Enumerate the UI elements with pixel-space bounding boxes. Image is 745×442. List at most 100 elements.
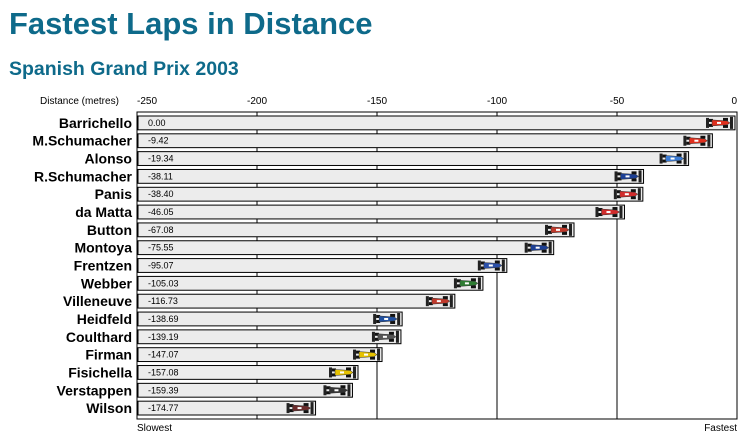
f1-car-icon [286,402,314,415]
bar-row: Panis -38.40 [95,186,644,202]
x-tick-label: -250 [137,96,157,107]
value-label: -38.11 [148,171,173,181]
bar-row: Webber -105.03 [81,275,484,291]
bar [137,168,645,184]
bar-row: Firman -147.07 [85,347,383,363]
driver-label: Heidfeld [77,311,132,327]
driver-label: Fisichella [68,364,132,380]
x-axis-label: Distance (metres) [40,96,119,107]
f1-car-icon [614,170,642,183]
f1-car-icon [524,241,552,254]
driver-label: Button [87,222,132,238]
bar-rows: Barrichello 0.00 M.Schumacher -9.42 Alonso -1… [32,115,736,416]
driver-label: Wilson [86,400,132,416]
f1-car-icon [329,366,357,379]
f1-car-icon [353,348,381,361]
driver-label: Frentzen [74,258,132,274]
f1-car-icon [545,223,573,236]
value-label: -157.08 [148,367,179,377]
value-label: -75.55 [148,243,174,253]
plot-frame [136,111,738,420]
bar-row: R.Schumacher -38.11 [34,168,645,184]
bar-row: Wilson -174.77 [86,400,317,416]
bar-row: Montoya -75.55 [74,240,555,256]
value-label: -9.42 [148,136,169,146]
driver-label: Villeneuve [63,293,132,309]
bar [137,258,508,273]
bar-row: Heidfeld -138.69 [77,311,403,327]
bar-row: Fisichella -157.08 [68,364,359,380]
f1-car-icon [706,116,733,129]
driver-label: da Matta [75,204,132,220]
driver-label: Firman [85,347,132,363]
x-tick-label: -200 [247,96,267,107]
bar [137,329,402,345]
x-tick-label: -100 [487,96,507,107]
bar-row: Barrichello 0.00 [59,115,736,131]
value-label: -67.08 [148,225,174,235]
driver-label: Alonso [85,151,132,167]
bar [137,115,736,131]
bar-row: M.Schumacher -9.42 [32,133,713,149]
value-label: -46.05 [148,207,174,217]
x-tick-label: 0 [731,96,737,107]
f1-car-icon [373,312,401,325]
bar [137,240,555,256]
f1-car-icon [371,330,399,343]
bar-row: da Matta -46.05 [75,204,625,220]
value-label: -19.34 [148,154,174,164]
bar [137,275,484,291]
x-tick-labels: -250 -200 -150 -100 -50 0 [137,96,737,107]
driver-label: Barrichello [59,115,132,131]
bar [137,222,575,238]
f1-car-icon [477,259,505,272]
value-label: -95.07 [148,261,174,271]
x-tick-label: -150 [367,96,387,107]
value-label: 0.00 [148,118,166,128]
value-label: -147.07 [148,350,179,360]
driver-label: Webber [81,275,133,291]
bar [137,347,383,363]
f1-car-icon [453,277,481,290]
bar [137,186,644,202]
driver-label: Verstappen [57,382,132,398]
x-tick-label: -50 [610,96,625,107]
driver-label: Montoya [74,240,132,256]
f1-car-icon [425,295,453,308]
bar-row: Alonso -19.34 [85,151,690,167]
bar-row: Button -67.08 [87,222,575,238]
slowest-label: Slowest [137,423,172,434]
value-label: -38.40 [148,189,174,199]
driver-label: M.Schumacher [32,133,132,149]
f1-car-icon [613,188,641,201]
value-label: -139.19 [148,332,179,342]
f1-car-icon [323,384,351,397]
fastest-label: Fastest [704,423,737,434]
bar [137,293,456,309]
bar-row: Coulthard -139.19 [66,329,402,345]
f1-car-icon [683,134,711,147]
chart-title: Fastest Laps in Distance [9,6,373,41]
bar-row: Verstappen -159.39 [57,382,353,398]
bar [137,400,317,416]
value-label: -174.77 [148,403,179,413]
bar [137,365,359,380]
value-label: -105.03 [148,278,179,288]
f1-car-icon [659,152,687,165]
bar [137,151,690,166]
chart-subtitle: Spanish Grand Prix 2003 [9,58,239,80]
driver-label: Coulthard [66,329,132,345]
bar [137,382,353,398]
driver-label: R.Schumacher [34,168,133,184]
bar [137,204,625,220]
value-label: -159.39 [148,385,179,395]
driver-label: Panis [95,186,133,202]
bar [137,311,403,327]
value-label: -138.69 [148,314,179,324]
f1-car-icon [595,206,623,219]
bar [137,133,713,149]
bar-row: Frentzen -95.07 [74,258,508,274]
value-label: -116.73 [148,296,178,306]
bar-row: Villeneuve -116.73 [63,293,456,309]
